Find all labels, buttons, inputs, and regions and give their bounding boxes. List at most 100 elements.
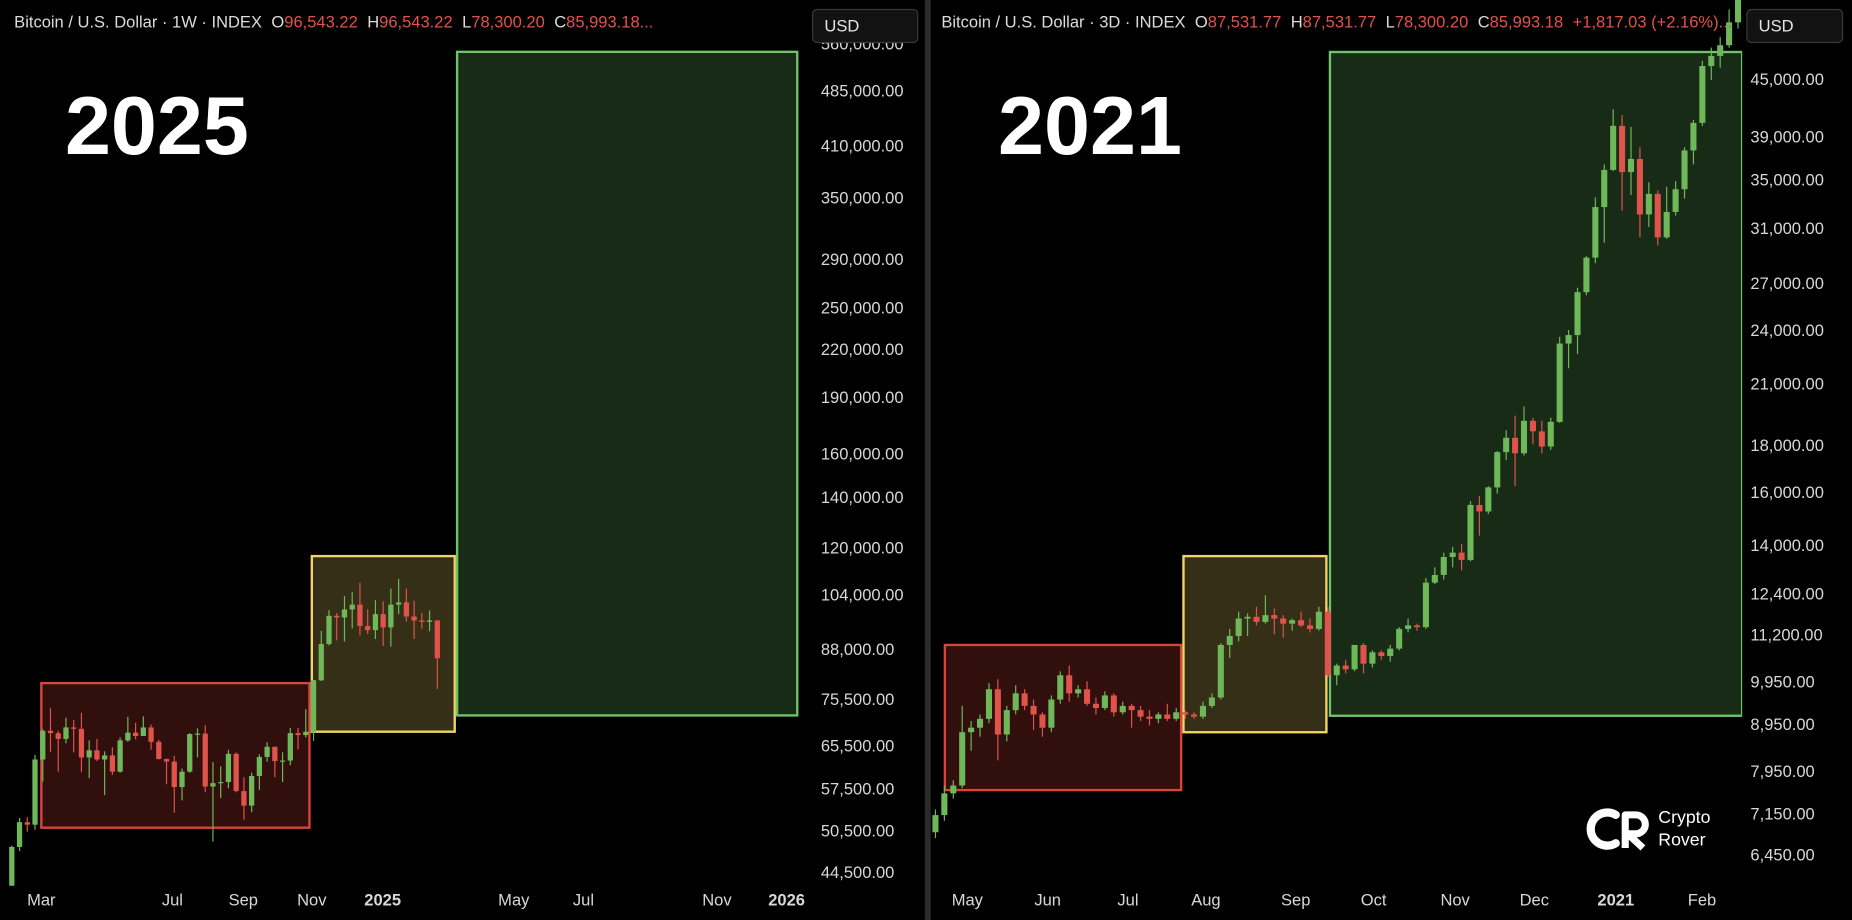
candle-body [1298, 620, 1305, 626]
watermark-logo: Crypto Rover [1586, 807, 1711, 851]
ohlc-key: O [271, 13, 284, 32]
candle-body [985, 689, 992, 719]
y-tick-label: 190,000.00 [821, 388, 904, 407]
candle-body [1717, 45, 1724, 56]
symbol-name: Bitcoin / U.S. Dollar · 1W · INDEX [14, 13, 262, 32]
currency-button[interactable] [1746, 8, 1844, 44]
candle-body [1075, 689, 1082, 694]
candle-body [1476, 504, 1483, 512]
candle-body [287, 733, 293, 761]
candle-body [1440, 556, 1447, 575]
candle-body [941, 793, 948, 816]
candle-body [24, 822, 30, 825]
x-tick-label: Nov [1440, 890, 1470, 909]
candle-body [225, 753, 232, 783]
logo-c [1586, 808, 1620, 850]
candle-body [117, 740, 123, 772]
candle-body [1208, 697, 1215, 706]
ohlc-value: 78,300.20 [471, 13, 544, 32]
candle-body [1271, 615, 1278, 619]
candle-body [426, 620, 433, 622]
y-tick-label: 6,450.00 [1750, 846, 1814, 865]
x-tick-label: 2025 [364, 890, 401, 909]
candle-body [1039, 714, 1046, 728]
candle-body [310, 680, 317, 732]
candle-body [1663, 211, 1670, 238]
pane-divider [924, 0, 931, 920]
candle-body [1672, 189, 1679, 212]
y-tick-label: 8,950.00 [1750, 715, 1814, 734]
candle-body [1003, 710, 1010, 735]
ohlc-key: L [462, 13, 471, 32]
currency-label: USD [1759, 17, 1794, 36]
x-tick-label: Nov [297, 890, 327, 909]
chart-pane: 2025 44,500.00 50,500.00 57,500.00 65,500.00… [9, 8, 919, 909]
year-label: 2021 [998, 79, 1182, 172]
candle-body [1574, 292, 1581, 336]
candle-body [1592, 207, 1599, 258]
candle-body [419, 620, 425, 622]
candle-body [380, 614, 386, 628]
candle-body [1021, 693, 1028, 706]
candle-body [1244, 616, 1251, 619]
ohlc-key: C [554, 13, 566, 32]
ohlc-key: C [1478, 13, 1490, 32]
y-tick-label: 75,500.00 [821, 690, 894, 709]
x-tick-label: Jul [1117, 890, 1138, 909]
candle-body [959, 732, 966, 786]
candle-body [1458, 552, 1465, 560]
y-tick-label: 350,000.00 [821, 188, 904, 207]
candle-body [1405, 625, 1412, 629]
candle-body [968, 727, 975, 733]
y-tick-label: 9,950.00 [1750, 673, 1814, 692]
candles [932, 0, 1742, 839]
x-tick-label: Sep [229, 890, 258, 909]
candle-body [86, 750, 92, 758]
y-tick-label: 104,000.00 [821, 585, 904, 604]
x-tick-label: Mar [27, 890, 56, 909]
candle-body [9, 846, 15, 886]
candle-body [1360, 644, 1367, 664]
zone-box [1182, 554, 1328, 734]
candle-body [1431, 574, 1438, 583]
candle-body [357, 604, 363, 626]
candle-body [1681, 150, 1688, 190]
candle-body [434, 620, 440, 659]
chart-pane: 2021 6,450.00 7,150.00 7,950.00 8,950.00 9,95… [932, 0, 1844, 909]
x-tick-label: Jun [1034, 890, 1061, 909]
candle-body [1128, 705, 1135, 711]
candle-body [1654, 193, 1661, 238]
x-tick-label: Feb [1688, 890, 1716, 909]
candle-body [1101, 695, 1108, 709]
ohlc-value: 85,993.18... [566, 13, 653, 32]
x-tick-label: Nov [702, 890, 732, 909]
zones [943, 50, 1743, 792]
y-tick-label: 24,000.00 [1750, 321, 1823, 340]
candle-body [1503, 437, 1510, 453]
candle-body [372, 614, 379, 631]
candle-body [318, 644, 324, 681]
ohlc-value: 85,993.18 [1490, 13, 1563, 32]
candle-body [1547, 421, 1554, 447]
candle-body [1556, 343, 1563, 422]
y-tick-label: 120,000.00 [821, 539, 904, 558]
candle-body [1565, 335, 1572, 344]
candle-body [218, 782, 224, 784]
candle-body [932, 815, 939, 833]
candle-body [140, 727, 146, 737]
y-tick-label: 50,500.00 [821, 822, 894, 841]
candle-body [1449, 552, 1456, 557]
x-tick-label: Jul [573, 890, 594, 909]
candle-body [1610, 125, 1617, 170]
candle-body [1494, 452, 1501, 488]
candle-body [303, 731, 309, 736]
currency-button[interactable] [812, 8, 919, 44]
x-tick-label: Dec [1520, 890, 1549, 909]
candle-body [1467, 504, 1474, 560]
candle-body [1726, 22, 1733, 46]
candle-body [163, 758, 170, 762]
chart-header: Bitcoin / U.S. Dollar · 3D · INDEX O87,53… [941, 13, 1732, 32]
zone-box [455, 50, 799, 717]
